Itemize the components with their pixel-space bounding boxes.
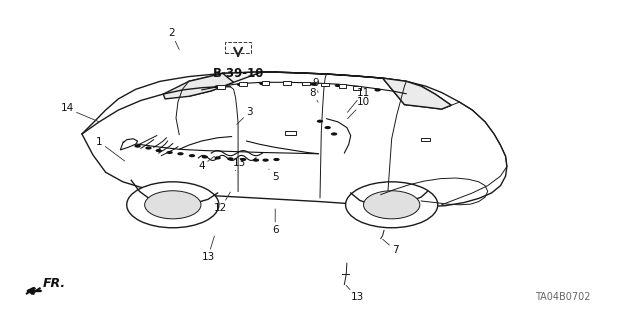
Circle shape [354,86,360,89]
Text: TA04B0702: TA04B0702 [536,292,591,302]
Circle shape [189,154,195,157]
Polygon shape [189,72,451,109]
Circle shape [124,143,130,146]
Circle shape [145,191,201,219]
Circle shape [127,182,219,228]
Circle shape [273,158,280,161]
Circle shape [364,191,420,219]
Text: 1: 1 [96,137,125,161]
Text: 3: 3 [237,107,253,124]
Circle shape [310,83,317,86]
Polygon shape [163,73,234,99]
Text: 13: 13 [233,158,246,171]
Text: 6: 6 [272,209,278,235]
Polygon shape [120,139,138,150]
FancyBboxPatch shape [302,82,310,85]
FancyBboxPatch shape [339,84,346,88]
Circle shape [240,158,246,161]
Polygon shape [383,78,451,109]
FancyBboxPatch shape [353,86,361,90]
Text: 11: 11 [348,87,370,112]
Circle shape [237,83,243,86]
Circle shape [253,159,259,162]
Polygon shape [82,72,507,207]
FancyBboxPatch shape [225,42,251,53]
Circle shape [285,82,291,85]
Text: 13: 13 [202,236,214,262]
Circle shape [177,152,184,155]
Text: 13: 13 [346,286,364,302]
Text: 5: 5 [269,169,278,182]
Circle shape [346,182,438,228]
Text: 10: 10 [348,97,370,119]
Text: 7: 7 [383,239,399,256]
FancyBboxPatch shape [239,82,247,86]
Text: 14: 14 [61,103,99,122]
Circle shape [145,146,152,150]
FancyBboxPatch shape [262,81,269,85]
FancyBboxPatch shape [283,81,291,85]
Text: B-39-10: B-39-10 [212,67,264,80]
Text: FR.: FR. [42,277,65,290]
Circle shape [214,85,221,88]
Text: 9: 9 [312,78,319,93]
Circle shape [227,157,234,160]
Circle shape [331,132,337,136]
Circle shape [324,126,331,129]
Text: 12: 12 [214,192,230,213]
Text: 4: 4 [198,156,214,171]
Circle shape [166,151,173,154]
Circle shape [335,84,341,87]
Polygon shape [421,138,430,141]
Circle shape [262,159,269,162]
Circle shape [134,145,141,148]
Text: 2: 2 [168,28,179,49]
Circle shape [317,120,323,123]
Circle shape [214,156,221,160]
Text: 8: 8 [309,87,318,102]
FancyBboxPatch shape [217,85,225,89]
Circle shape [259,82,266,85]
Circle shape [202,155,208,159]
FancyBboxPatch shape [321,83,329,86]
Polygon shape [285,131,296,135]
Circle shape [374,88,381,92]
Circle shape [156,149,162,152]
